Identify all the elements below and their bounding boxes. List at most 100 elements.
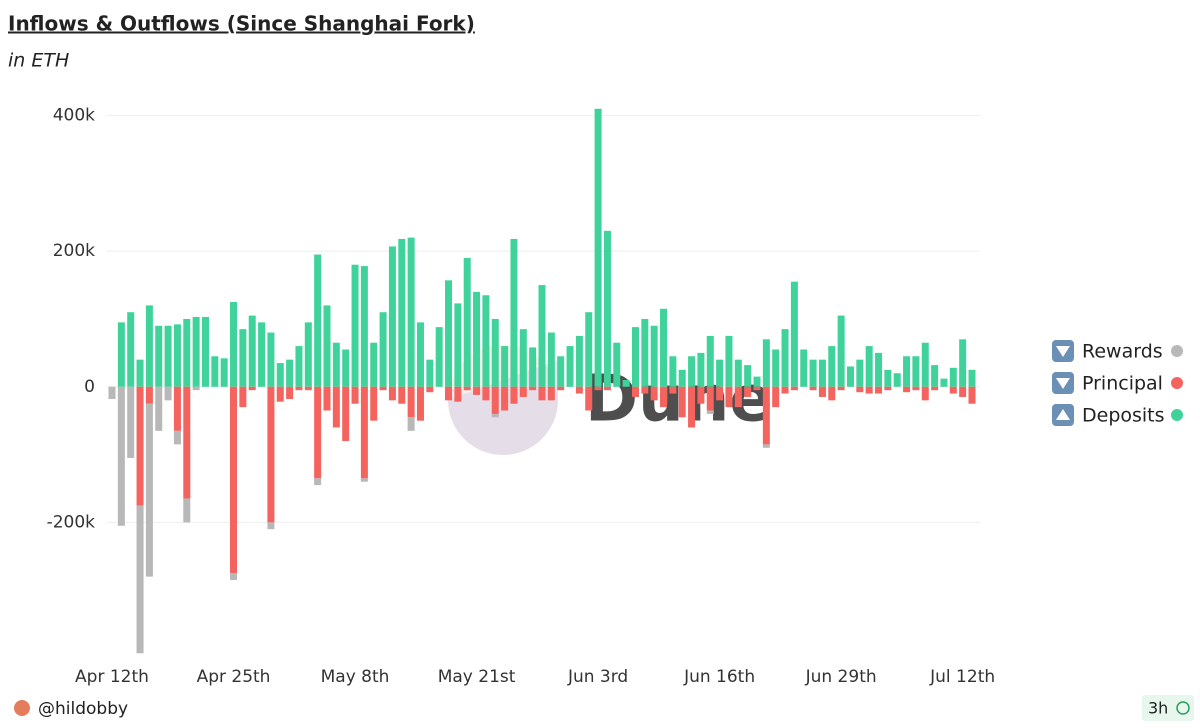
bar [248, 386, 256, 391]
bar [155, 325, 163, 387]
bar [360, 266, 368, 387]
bar [837, 386, 845, 391]
bar [164, 386, 172, 401]
x-tick-label: Jul 12th [929, 667, 995, 687]
legend-arrow [1056, 409, 1070, 420]
bar [865, 386, 873, 394]
bar [594, 108, 602, 387]
legend-swatch [1171, 345, 1183, 357]
bar [407, 417, 415, 431]
bar [491, 413, 499, 418]
bar [856, 359, 864, 387]
bar [445, 280, 453, 387]
bar [557, 356, 565, 387]
bar [753, 376, 761, 387]
x-tick-label: Jun 29th [805, 667, 877, 687]
bar [426, 359, 434, 387]
bar [547, 386, 555, 401]
bar [865, 346, 873, 387]
bar [173, 386, 181, 431]
author[interactable]: @hildobby [38, 699, 128, 719]
bar [173, 324, 181, 387]
bar [145, 305, 153, 387]
bar [949, 386, 957, 394]
bar [220, 358, 228, 387]
bar [258, 322, 266, 387]
bar [295, 346, 303, 387]
bar [622, 380, 630, 387]
bar [940, 378, 948, 387]
legend-swatch [1171, 377, 1183, 389]
chart-title: Inflows & Outflows (Since Shanghai Fork) [8, 12, 475, 36]
bar [295, 386, 303, 391]
bar [510, 386, 518, 404]
bar [201, 316, 209, 387]
bar [501, 346, 509, 387]
bar [557, 386, 565, 391]
bar [772, 349, 780, 387]
bar [547, 332, 555, 387]
bar [828, 346, 836, 387]
legend-label: Rewards [1082, 341, 1163, 363]
bar [398, 386, 406, 404]
bar [800, 349, 808, 387]
legend-arrow [1056, 378, 1070, 389]
y-tick-label: -200k [47, 512, 96, 532]
bar [529, 386, 537, 391]
bar [463, 257, 471, 387]
bar [473, 291, 481, 387]
bar [127, 386, 135, 458]
bar [360, 478, 368, 482]
bar [753, 386, 761, 391]
status-icon [1176, 701, 1190, 715]
bar [164, 325, 172, 387]
bar [884, 386, 892, 391]
bar [903, 356, 911, 387]
bar [931, 386, 939, 391]
bar [108, 386, 116, 399]
bar [716, 359, 724, 387]
bar [575, 386, 583, 394]
bar [388, 246, 396, 387]
bar [463, 386, 471, 391]
bar [117, 386, 125, 526]
bar [304, 386, 312, 391]
bar [912, 386, 920, 391]
bar [697, 352, 705, 387]
bar [173, 430, 181, 445]
bar [491, 318, 499, 387]
bar [875, 352, 883, 387]
bar [669, 386, 677, 394]
bar [688, 356, 696, 387]
bar [725, 335, 733, 387]
bar [267, 386, 275, 523]
author-avatar [14, 700, 30, 716]
bar [585, 386, 593, 411]
bar [959, 339, 967, 387]
bar [370, 342, 378, 387]
bar [473, 386, 481, 395]
bar [585, 312, 593, 387]
bar [482, 386, 490, 401]
bar [538, 285, 546, 387]
bar [519, 329, 527, 387]
bar [454, 386, 462, 402]
bar [650, 386, 658, 401]
bar [716, 386, 724, 401]
bar [959, 386, 967, 397]
bar [818, 386, 826, 397]
bar [239, 329, 247, 387]
legend-arrow [1056, 346, 1070, 357]
bar [912, 356, 920, 387]
bar [445, 386, 453, 401]
bar [416, 322, 424, 387]
bar [631, 386, 639, 397]
bar [351, 386, 359, 404]
bar [370, 386, 378, 421]
bar [183, 498, 191, 523]
bar [192, 386, 200, 391]
x-tick-label: May 21st [438, 667, 516, 687]
bar [388, 386, 396, 401]
bar [725, 386, 733, 408]
